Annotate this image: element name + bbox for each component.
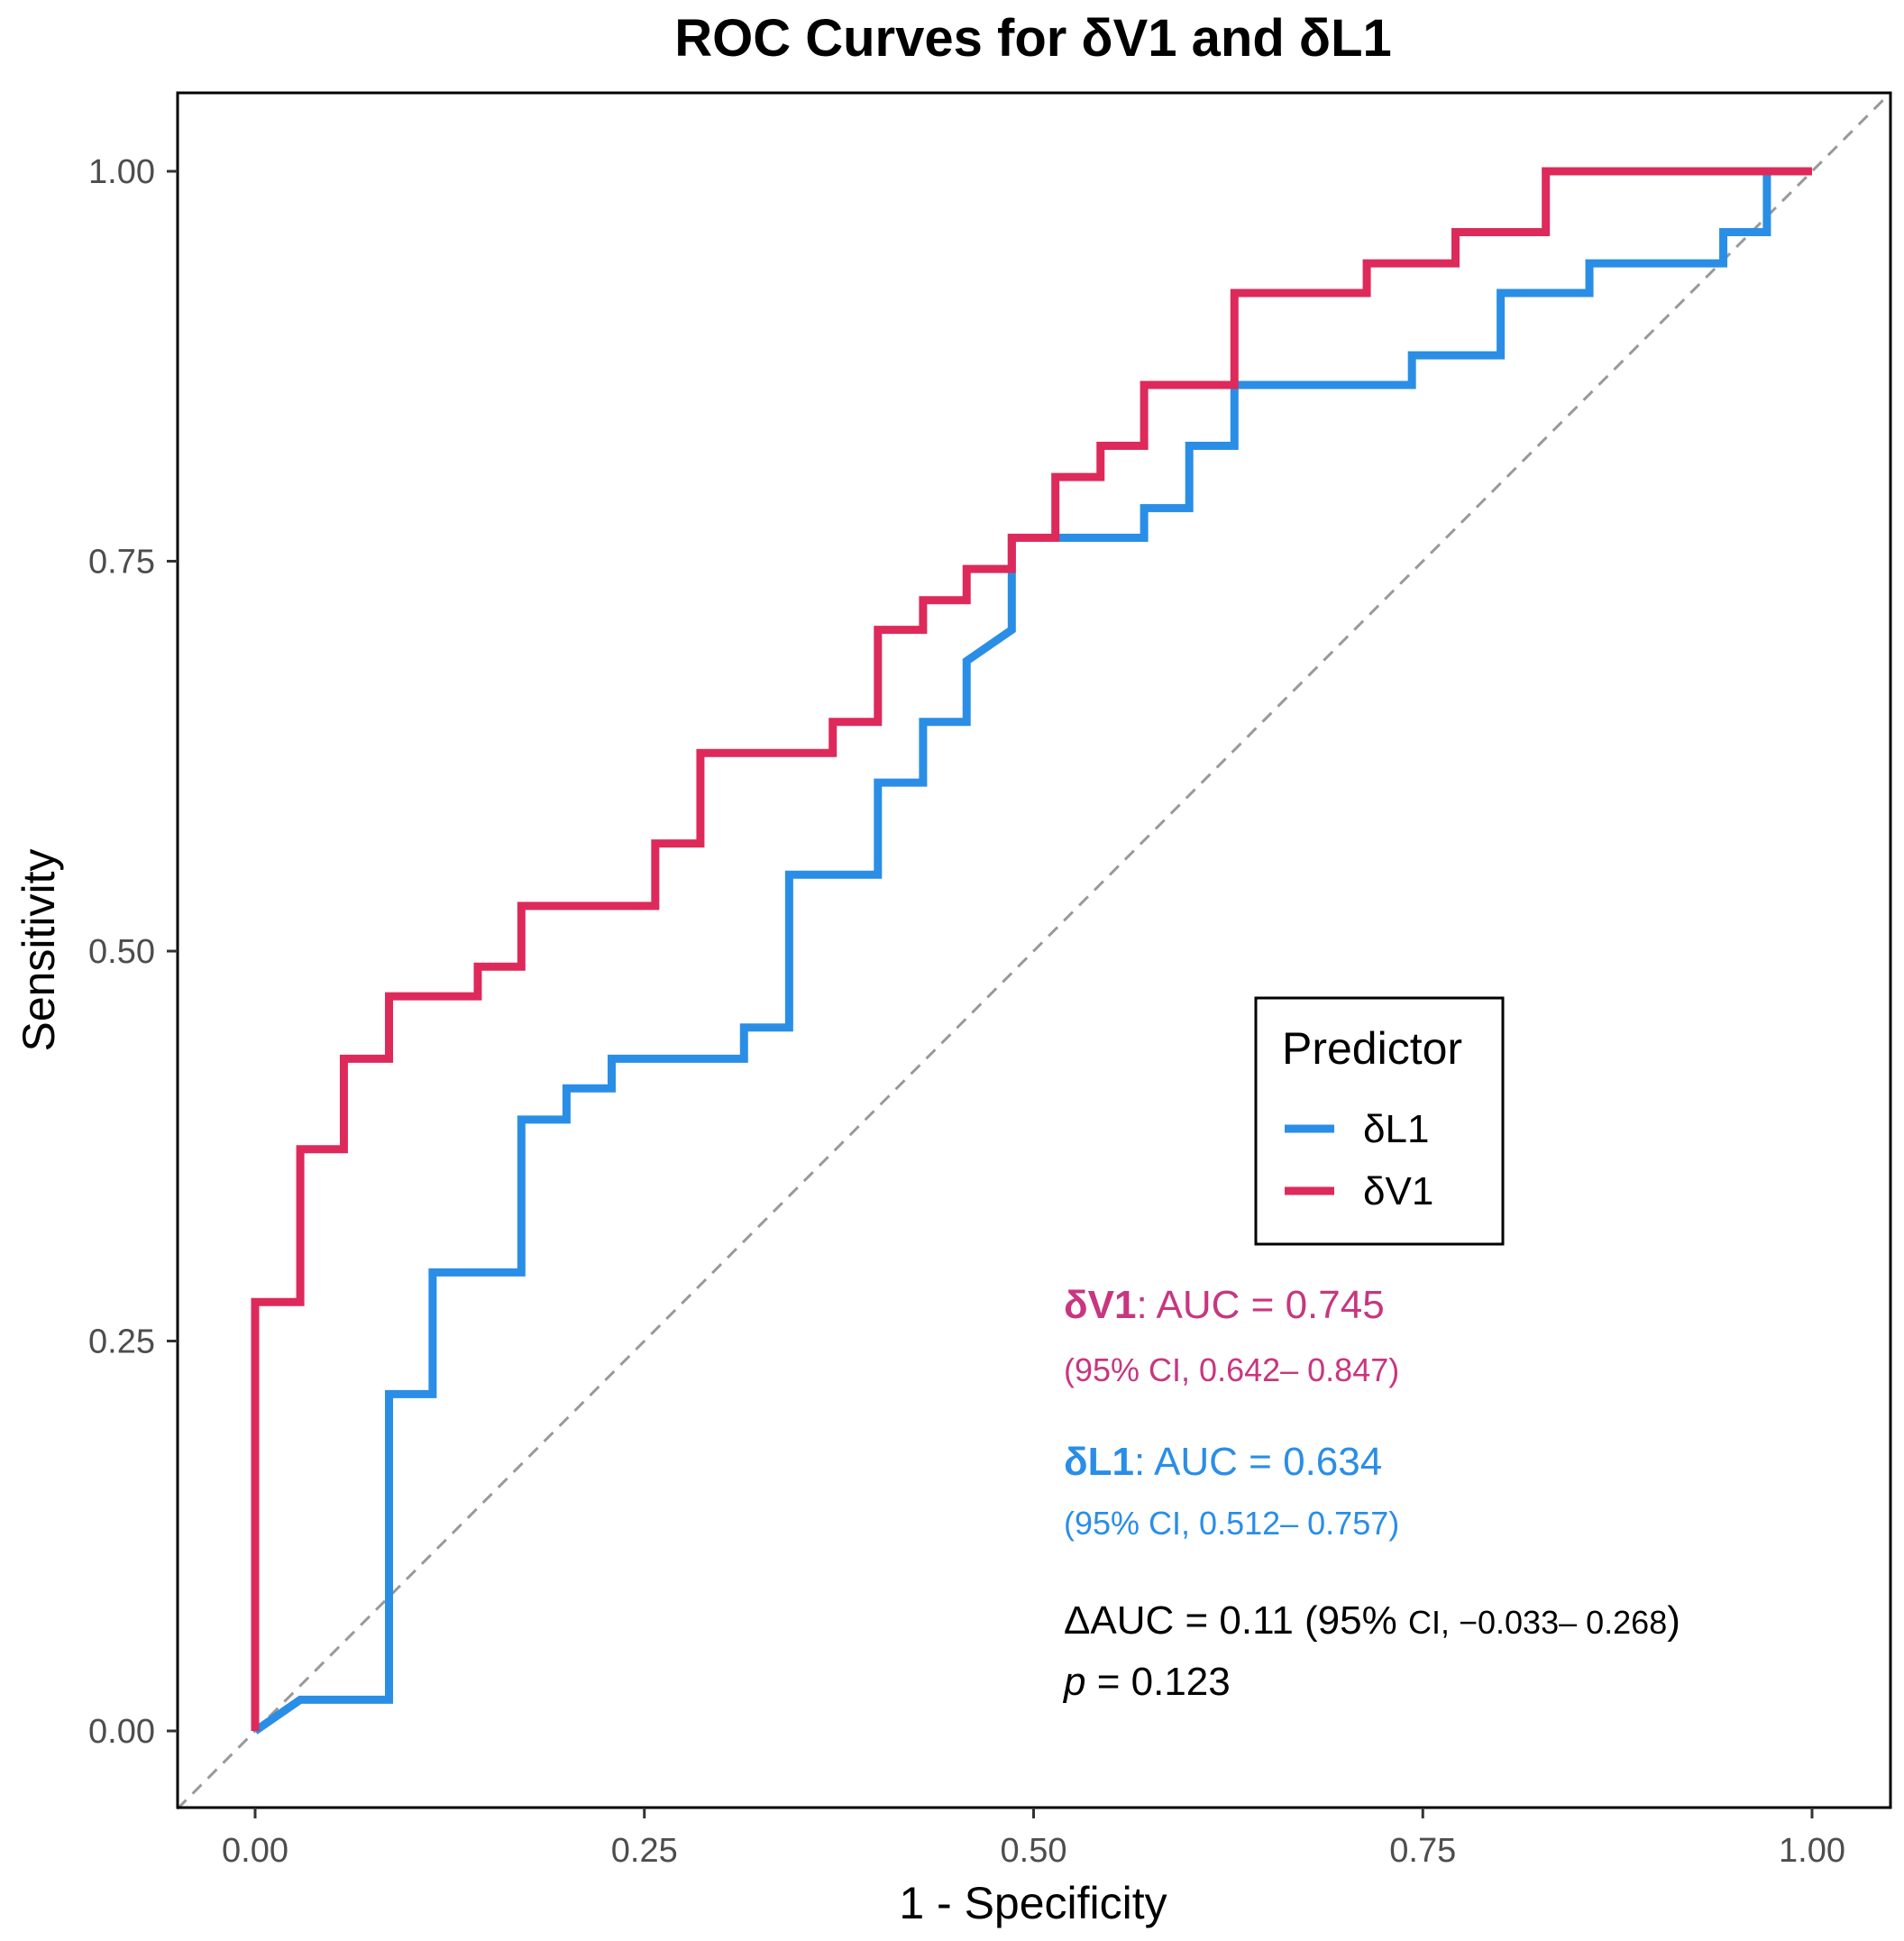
x-axis-label: 1 - Specificity (899, 1878, 1167, 1928)
legend-label-v1: δV1 (1363, 1169, 1433, 1213)
annotations: δV1: AUC = 0.745 (95% CI, 0.642– 0.847) … (1062, 1283, 1680, 1704)
auc-v1-text: δV1: AUC = 0.745 (1064, 1283, 1385, 1327)
y-tick-label: 0.50 (88, 933, 155, 971)
y-tick-label: 0.00 (88, 1713, 155, 1751)
reference-diagonal (176, 92, 1891, 1810)
x-tick-label: 0.50 (1001, 1832, 1067, 1870)
p-value-text: p = 0.123 (1062, 1660, 1231, 1704)
series-layer (251, 167, 1812, 1735)
y-tick-label: 1.00 (88, 153, 155, 191)
auc-l1-text: δL1: AUC = 0.634 (1064, 1440, 1382, 1484)
x-tick-label: 0.75 (1389, 1832, 1456, 1870)
chart-title: ROC Curves for δV1 and δL1 (674, 9, 1392, 68)
legend-box (1254, 996, 1505, 1246)
series-line-l1 (252, 167, 1812, 1735)
plot-area (176, 91, 1892, 1810)
y-tick-label: 0.25 (88, 1323, 155, 1361)
series-line-v1 (251, 167, 1812, 1731)
x-tick-label: 0.25 (611, 1832, 678, 1870)
legend: Predictor δL1 δV1 (1254, 996, 1505, 1246)
y-tick-label: 0.75 (88, 544, 155, 581)
y-axis-label: Sensitivity (14, 848, 64, 1051)
auc-v1-ci: (95% CI, 0.642– 0.847) (1064, 1351, 1399, 1388)
delta-auc-text: ΔAUC = 0.11 (95% CI, −0.033– 0.268) (1064, 1598, 1680, 1643)
auc-l1-ci: (95% CI, 0.512– 0.757) (1064, 1505, 1399, 1542)
x-tick-label: 1.00 (1779, 1832, 1845, 1870)
legend-title: Predictor (1282, 1023, 1462, 1074)
x-tick-label: 0.00 (222, 1832, 288, 1870)
y-axis-ticks: 0.00 0.25 0.50 0.75 1.00 (88, 153, 178, 1751)
x-axis-ticks: 0.00 0.25 0.50 0.75 1.00 (222, 1808, 1845, 1870)
legend-label-l1: δL1 (1363, 1107, 1429, 1151)
